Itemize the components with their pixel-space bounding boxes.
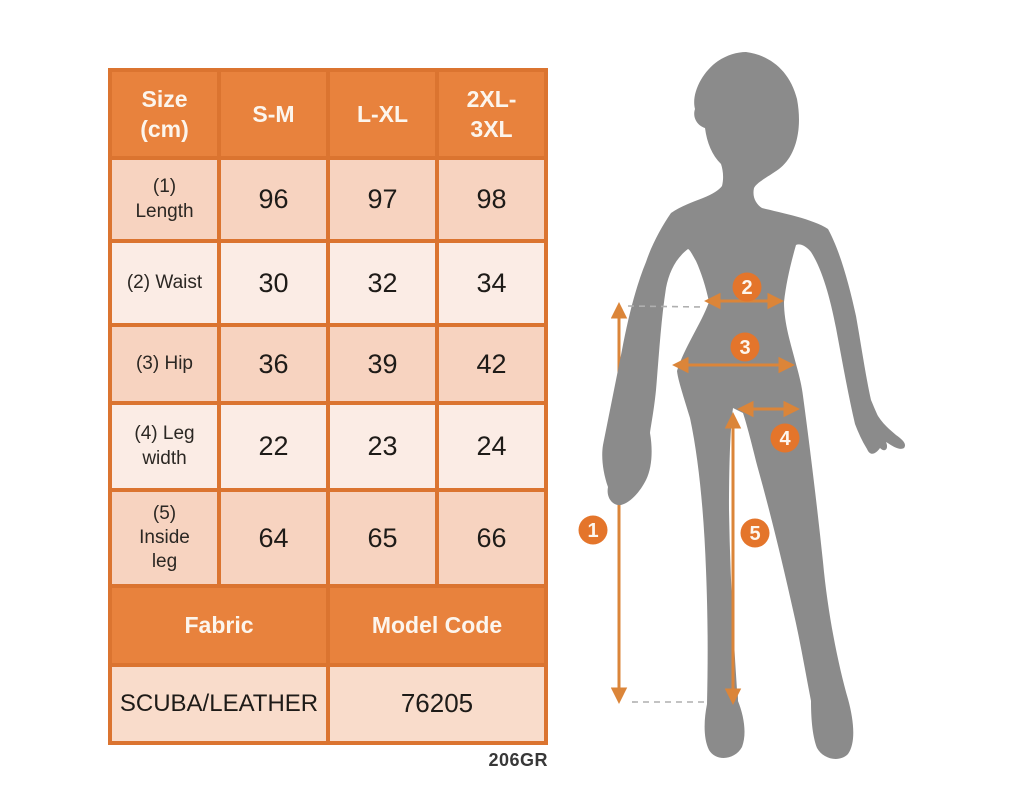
marker-circle-1 bbox=[578, 515, 608, 545]
table-cell-hip-lxl: 39 bbox=[330, 327, 435, 401]
marker-number-2: 2 bbox=[741, 277, 752, 299]
marker-badge-3: 3 bbox=[730, 332, 760, 362]
row-label-length: (1) Length bbox=[112, 160, 217, 239]
marker-number-4: 4 bbox=[779, 428, 791, 450]
header-size-sm: S-M bbox=[221, 72, 326, 156]
header-size-lxl: L-XL bbox=[330, 72, 435, 156]
header-size-cm: Size (cm) bbox=[112, 72, 217, 156]
female-body-silhouette bbox=[602, 52, 906, 759]
row-label-waist: (2) Waist bbox=[112, 243, 217, 323]
marker-badge-1: 1 bbox=[578, 515, 608, 545]
marker-circle-5 bbox=[740, 518, 770, 548]
fabric-value: SCUBA/LEATHER bbox=[112, 667, 326, 741]
table-cell-insideleg-lxl: 65 bbox=[330, 492, 435, 584]
marker-number-5: 5 bbox=[749, 523, 760, 545]
header-size-2xl3xl: 2XL- 3XL bbox=[439, 72, 544, 156]
size-table: Size (cm) S-M L-XL 2XL- 3XL (1) Length 9… bbox=[108, 68, 548, 745]
marker-circle-3 bbox=[730, 332, 760, 362]
header-fabric: Fabric bbox=[112, 588, 326, 663]
row-label-inside-leg: (5) Inside leg bbox=[112, 492, 217, 584]
table-cell-length-sm: 96 bbox=[221, 160, 326, 239]
model-code-value: 76205 bbox=[330, 667, 544, 741]
marker-number-1: 1 bbox=[587, 520, 598, 542]
marker-badge-4: 4 bbox=[770, 423, 800, 453]
marker-badge-2: 2 bbox=[732, 272, 762, 302]
marker-circle-2 bbox=[732, 272, 762, 302]
table-cell-waist-2xl3xl: 34 bbox=[439, 243, 544, 323]
marker-number-3: 3 bbox=[739, 337, 750, 359]
table-cell-legwidth-2xl3xl: 24 bbox=[439, 405, 544, 488]
marker-badge-5: 5 bbox=[740, 518, 770, 548]
marker-circle-4 bbox=[770, 423, 800, 453]
row-label-hip: (3) Hip bbox=[112, 327, 217, 401]
table-cell-waist-sm: 30 bbox=[221, 243, 326, 323]
row-label-leg-width: (4) Leg width bbox=[112, 405, 217, 488]
table-cell-hip-2xl3xl: 42 bbox=[439, 327, 544, 401]
waist-level-dashed-line bbox=[627, 305, 702, 308]
table-cell-insideleg-sm: 64 bbox=[221, 492, 326, 584]
table-cell-length-lxl: 97 bbox=[330, 160, 435, 239]
table-cell-legwidth-sm: 22 bbox=[221, 405, 326, 488]
table-cell-hip-sm: 36 bbox=[221, 327, 326, 401]
table-cell-length-2xl3xl: 98 bbox=[439, 160, 544, 239]
table-cell-insideleg-2xl3xl: 66 bbox=[439, 492, 544, 584]
table-cell-waist-lxl: 32 bbox=[330, 243, 435, 323]
header-model-code: Model Code bbox=[330, 588, 544, 663]
table-cell-legwidth-lxl: 23 bbox=[330, 405, 435, 488]
product-code-label: 206GR bbox=[488, 750, 548, 770]
